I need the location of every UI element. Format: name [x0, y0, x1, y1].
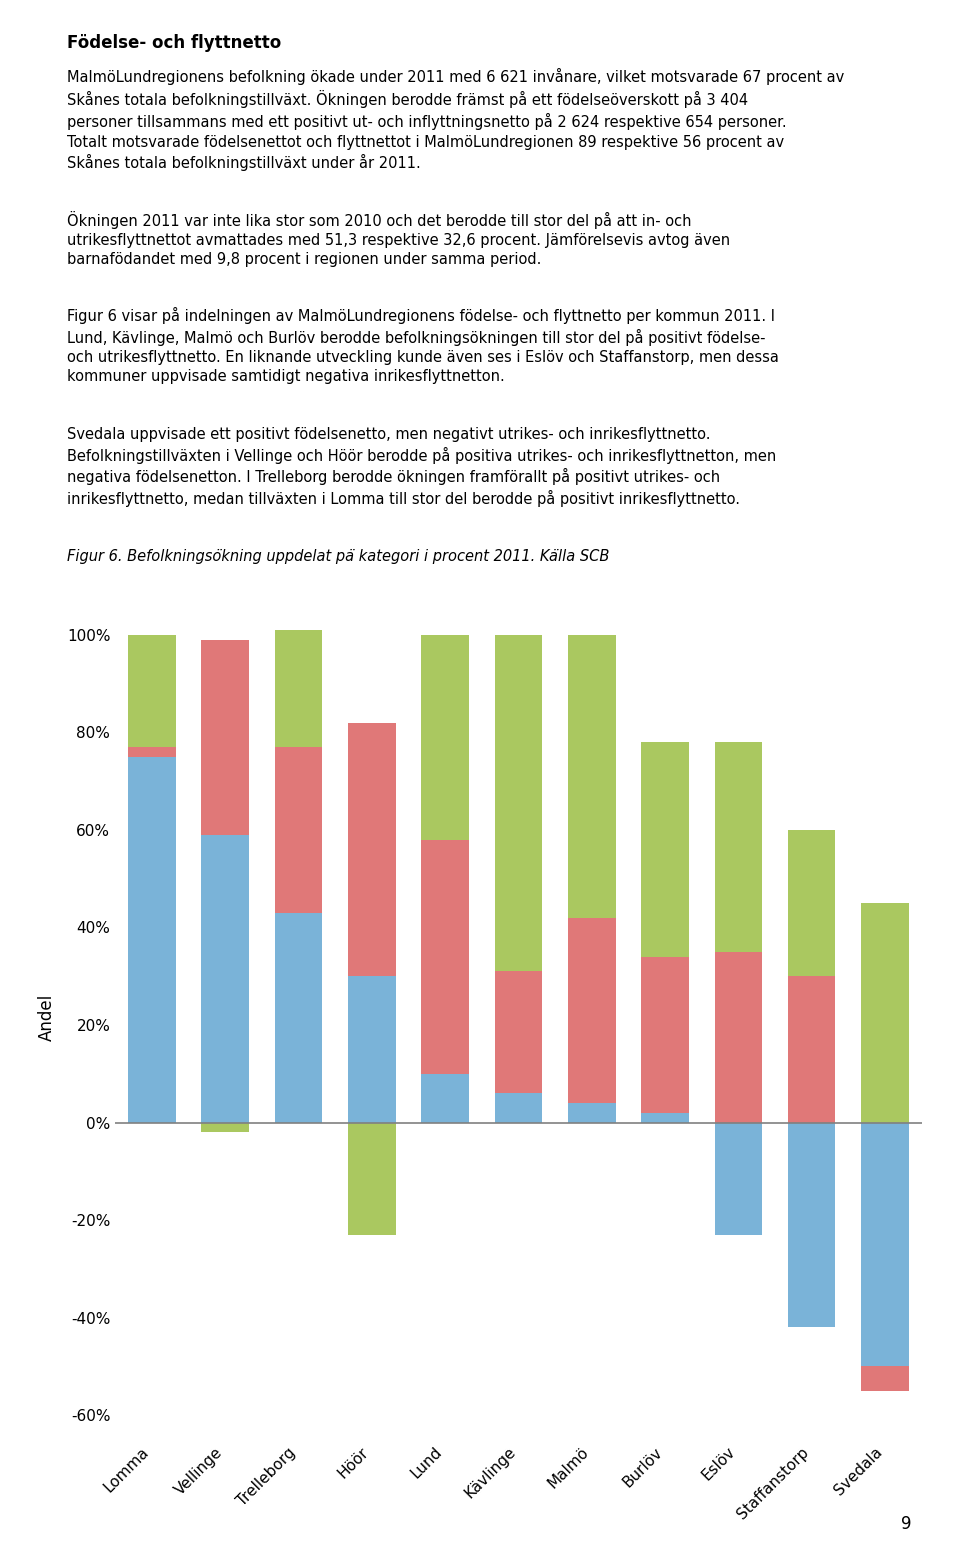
Bar	[275, 746, 323, 913]
Bar	[788, 830, 835, 977]
Bar	[421, 1074, 468, 1122]
Bar	[641, 957, 689, 1113]
Text: Svedala uppvisade ett positivt födelsenetto, men negativt utrikes- och inrikesfl: Svedala uppvisade ett positivt födelsene…	[67, 427, 777, 508]
Text: 9: 9	[901, 1514, 912, 1533]
Bar	[202, 1122, 249, 1132]
Bar	[348, 1122, 396, 1235]
Bar	[348, 723, 396, 977]
Text: Födelse- och flyttnetto: Födelse- och flyttnetto	[67, 34, 281, 53]
Text: Figur 6. Befolkningsökning uppdelat pä kategori i procent 2011. Källa SCB: Figur 6. Befolkningsökning uppdelat pä…	[67, 550, 610, 565]
Bar	[202, 834, 249, 1122]
Bar	[788, 977, 835, 1122]
Bar	[861, 902, 909, 1122]
Bar	[275, 630, 323, 746]
Bar	[568, 918, 615, 1104]
Bar	[202, 639, 249, 834]
Bar	[714, 741, 762, 952]
Text: MalmöLundregionens befolkning ökade under 2011 med 6 621 invånare, vilket motsva: MalmöLundregionens befolkning ökade unde…	[67, 68, 845, 172]
Bar	[421, 839, 468, 1074]
Bar	[788, 1122, 835, 1328]
Bar	[421, 635, 468, 839]
Bar	[568, 1104, 615, 1122]
Bar	[861, 1122, 909, 1367]
Bar	[128, 746, 176, 757]
Bar	[128, 757, 176, 1122]
Bar	[714, 952, 762, 1122]
Text: Ökningen 2011 var inte lika stor som 2010 och det berodde till stor del på att i: Ökningen 2011 var inte lika stor som 201…	[67, 211, 731, 266]
Bar	[494, 635, 542, 971]
Bar	[494, 1093, 542, 1122]
Bar	[714, 1122, 762, 1235]
Bar	[275, 913, 323, 1122]
Bar	[861, 1367, 909, 1390]
Bar	[128, 635, 176, 746]
Bar	[641, 1113, 689, 1122]
Y-axis label: Andel: Andel	[37, 994, 56, 1042]
Bar	[641, 741, 689, 957]
Bar	[348, 977, 396, 1122]
Bar	[568, 635, 615, 918]
Bar	[494, 971, 542, 1093]
Text: Figur 6 visar på indelningen av MalmöLundregionens födelse- och flyttnetto per k: Figur 6 visar på indelningen av MalmöLun…	[67, 307, 780, 384]
